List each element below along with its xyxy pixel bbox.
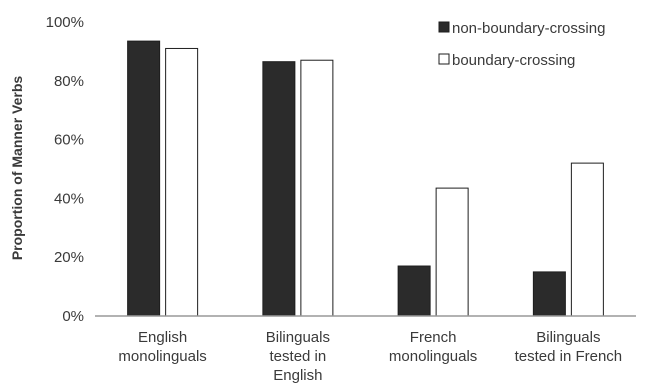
bar-boundary-crossing xyxy=(435,187,469,317)
y-tick-label: 100% xyxy=(46,14,84,31)
y-tick-label: 40% xyxy=(54,190,84,207)
x-category-label: monolinguals xyxy=(118,348,206,365)
y-axis: 0% 20% 40% 60% 80% 100% xyxy=(46,14,84,325)
x-category-label: monolinguals xyxy=(389,348,477,365)
bar-boundary-crossing xyxy=(165,47,199,317)
x-category-label: French xyxy=(410,329,457,346)
x-category-label: Bilinguals xyxy=(266,329,330,346)
bar-boundary-crossing xyxy=(570,162,604,317)
legend-swatch xyxy=(438,21,450,33)
legend-swatch xyxy=(438,53,450,65)
x-category-label: tested in xyxy=(270,348,327,365)
bar-non-boundary-crossing xyxy=(127,40,161,317)
x-category-label: English xyxy=(138,329,187,346)
y-tick-label: 80% xyxy=(54,73,84,90)
x-category-label: Bilinguals xyxy=(536,329,600,346)
bar-boundary-crossing xyxy=(300,59,334,317)
y-axis-label: Proportion of Manner Verbs xyxy=(9,76,25,261)
y-tick-label: 20% xyxy=(54,249,84,266)
x-axis: English monolinguals Bilinguals tested in En… xyxy=(95,315,636,384)
bar-non-boundary-crossing xyxy=(397,265,431,317)
x-category-label: tested in French xyxy=(515,348,623,365)
bars xyxy=(127,40,604,317)
legend-label: non-boundary-crossing xyxy=(452,20,605,37)
x-category-label: English xyxy=(273,367,322,384)
y-tick-label: 0% xyxy=(62,308,84,325)
legend-label: boundary-crossing xyxy=(452,52,575,69)
y-tick-label: 60% xyxy=(54,132,84,149)
bar-non-boundary-crossing xyxy=(262,61,296,317)
bar-non-boundary-crossing xyxy=(532,271,566,317)
legend: non-boundary-crossing boundary-crossing xyxy=(438,20,605,69)
